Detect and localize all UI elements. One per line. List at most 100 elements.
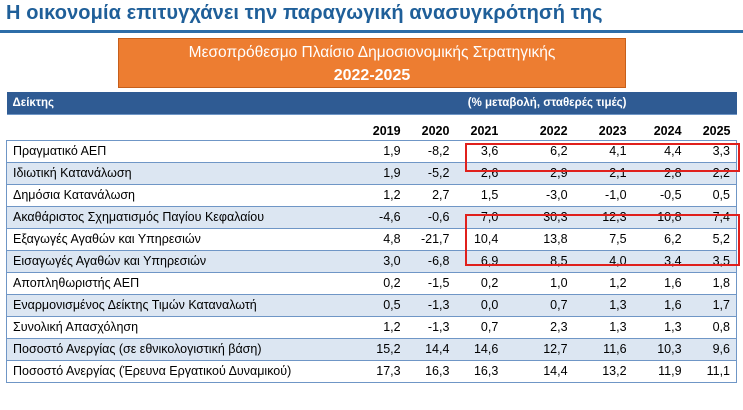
row-value: 0,2 — [357, 272, 407, 295]
table-row: Εξαγωγές Αγαθών και Υπηρεσιών 4,8 -21,7 10,… — [5, 228, 737, 251]
row-value: -3,0 — [504, 184, 574, 207]
row-value: -1,0 — [573, 184, 633, 207]
row-value: 14,4 — [406, 338, 456, 361]
row-value: 2,2 — [687, 162, 737, 185]
table-row: Εισαγωγές Αγαθών και Υπηρεσιών 3,0 -6,8 6,9… — [5, 250, 737, 273]
year-header: 2022 — [504, 114, 574, 141]
row-value: 30,3 — [504, 206, 574, 229]
row-value: 16,3 — [455, 360, 505, 383]
row-value: 7,4 — [687, 206, 737, 229]
row-value: 14,4 — [504, 360, 574, 383]
year-header: 2020 — [406, 114, 456, 141]
table-row: Αποπληθωριστής ΑΕΠ 0,2 -1,5 0,2 1,0 1,2 1,6 1,8 — [5, 272, 737, 295]
row-value: 16,3 — [406, 360, 456, 383]
table-row: Εναρμονισμένος Δείκτης Τιμών Καταναλωτή 0… — [5, 294, 737, 317]
row-value: 11,6 — [573, 338, 633, 361]
row-value: -1,3 — [406, 294, 456, 317]
row-value: -1,3 — [406, 316, 456, 339]
headline-divider — [0, 30, 743, 33]
row-value: -0,5 — [632, 184, 688, 207]
row-value: 0,7 — [455, 316, 505, 339]
row-value: 1,3 — [573, 294, 633, 317]
row-value: 1,7 — [687, 294, 737, 317]
banner-title: Μεσοπρόθεσμο Πλαίσιο Δημοσιονομικής Στρα… — [188, 44, 556, 61]
year-header: 2023 — [573, 114, 633, 141]
row-value: 3,3 — [687, 140, 737, 163]
years-row: 2019 2020 2021 2022 2023 2024 2025 — [6, 114, 737, 141]
row-value: 17,3 — [357, 360, 407, 383]
table-row: Ποσοστό Ανεργίας (Έρευνα Εργατικού Δυναμ… — [5, 360, 737, 383]
row-value: 10,4 — [455, 228, 505, 251]
year-header: 2025 — [687, 114, 737, 141]
framework-banner: Μεσοπρόθεσμο Πλαίσιο Δημοσιονομικής Στρα… — [118, 38, 626, 88]
row-value: -4,6 — [357, 206, 407, 229]
row-value: 4,0 — [573, 250, 633, 273]
year-header: 2024 — [632, 114, 688, 141]
row-value: 3,5 — [687, 250, 737, 273]
row-value: 3,0 — [357, 250, 407, 273]
row-value: 2,8 — [632, 162, 688, 185]
row-label: Αποπληθωριστής ΑΕΠ — [5, 272, 358, 295]
table-row: Ακαθάριστος Σχηματισμός Παγίου Κεφαλαίου… — [5, 206, 737, 229]
row-value: 15,2 — [357, 338, 407, 361]
row-value: 13,2 — [573, 360, 633, 383]
row-value: 6,2 — [632, 228, 688, 251]
row-value: 3,6 — [455, 140, 505, 163]
row-value: 7,5 — [573, 228, 633, 251]
row-value: 2,3 — [504, 316, 574, 339]
row-value: 6,9 — [455, 250, 505, 273]
row-value: 1,9 — [357, 140, 407, 163]
row-value: 13,8 — [504, 228, 574, 251]
row-value: 1,2 — [573, 272, 633, 295]
row-value: -1,5 — [406, 272, 456, 295]
row-value: 0,7 — [504, 294, 574, 317]
row-value: 12,3 — [573, 206, 633, 229]
row-value: -0,6 — [406, 206, 456, 229]
row-label: Εναρμονισμένος Δείκτης Τιμών Καταναλωτή — [5, 294, 358, 317]
row-label: Συνολική Απασχόληση — [5, 316, 358, 339]
row-value: 1,6 — [632, 272, 688, 295]
row-value: 1,2 — [357, 316, 407, 339]
page-headline: Η οικονομία επιτυγχάνει την παραγωγική α… — [6, 2, 603, 24]
row-value: 4,8 — [357, 228, 407, 251]
table-row: Δημόσια Κατανάλωση 1,2 2,7 1,5 -3,0 -1,0 -0,5 0… — [5, 184, 737, 207]
row-value: 7,0 — [455, 206, 505, 229]
row-label: Εισαγωγές Αγαθών και Υπηρεσιών — [5, 250, 358, 273]
row-value: 2,7 — [406, 184, 456, 207]
indicator-column-header: Δείκτης — [6, 92, 358, 115]
row-value: 0,0 — [455, 294, 505, 317]
row-label: Ποσοστό Ανεργίας (σε εθνικολογιστική βάσ… — [5, 338, 358, 361]
row-label: Εξαγωγές Αγαθών και Υπηρεσιών — [5, 228, 358, 251]
row-value: 1,5 — [455, 184, 505, 207]
row-value: 2,6 — [455, 162, 505, 185]
row-value: 1,6 — [632, 294, 688, 317]
row-value: 0,5 — [687, 184, 737, 207]
row-value: 1,0 — [504, 272, 574, 295]
row-value: 1,3 — [573, 316, 633, 339]
row-label: Ιδιωτική Κατανάλωση — [5, 162, 358, 185]
row-value: 0,8 — [687, 316, 737, 339]
row-value: -21,7 — [406, 228, 456, 251]
row-label: Δημόσια Κατανάλωση — [5, 184, 358, 207]
row-value: 10,8 — [632, 206, 688, 229]
row-value: 1,2 — [357, 184, 407, 207]
row-label: Ακαθάριστος Σχηματισμός Παγίου Κεφαλαίου — [5, 206, 358, 229]
row-value: 5,2 — [687, 228, 737, 251]
table-row: Ιδιωτική Κατανάλωση 1,9 -5,2 2,6 2,9 2,1 2,8 2,… — [5, 162, 737, 185]
unit-header: (% μεταβολή, σταθερές τιμές) — [357, 92, 737, 115]
row-value: -8,2 — [406, 140, 456, 163]
year-header: 2019 — [357, 114, 407, 141]
row-value: 9,6 — [687, 338, 737, 361]
row-value: 12,7 — [504, 338, 574, 361]
row-value: 2,1 — [573, 162, 633, 185]
row-value: 0,2 — [455, 272, 505, 295]
row-value: 1,9 — [357, 162, 407, 185]
row-value: 3,4 — [632, 250, 688, 273]
table-header-row: Δείκτης (% μεταβολή, σταθερές τιμές) — [6, 92, 737, 115]
row-value: 10,3 — [632, 338, 688, 361]
banner-years: 2022-2025 — [333, 67, 411, 84]
row-value: 0,5 — [357, 294, 407, 317]
year-header: 2021 — [455, 114, 505, 141]
row-value: 8,5 — [504, 250, 574, 273]
table-row: Πραγματικό ΑΕΠ 1,9 -8,2 3,6 6,2 4,1 4,4 3,3 — [5, 140, 737, 163]
